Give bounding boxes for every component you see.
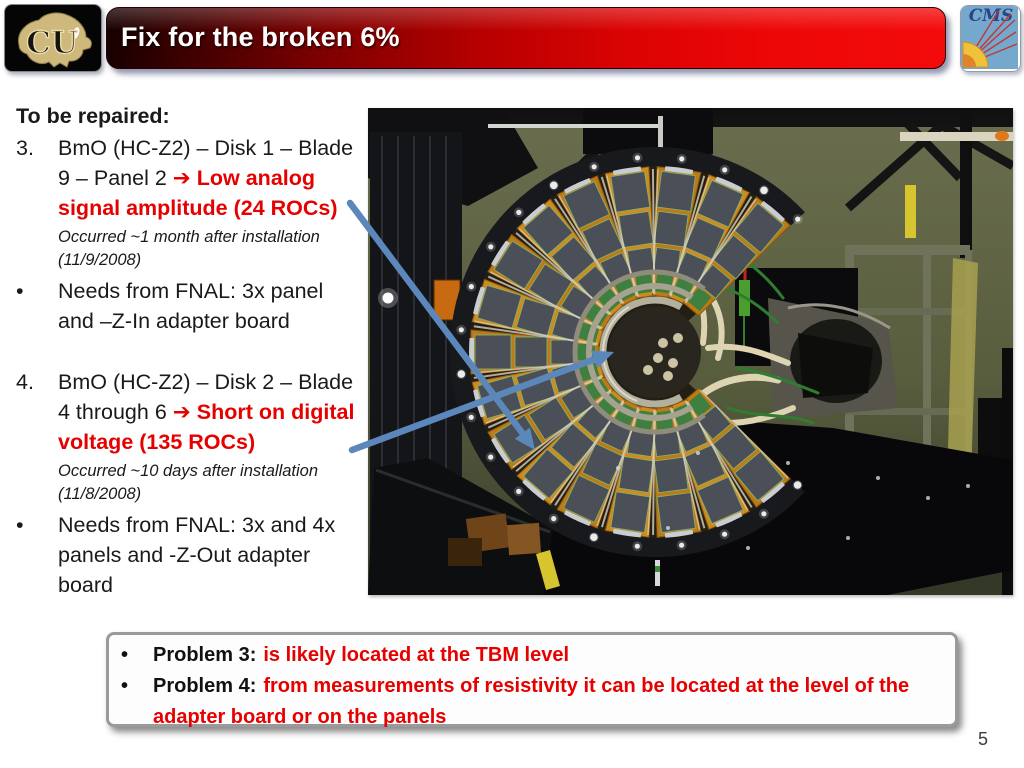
repair-list: To be repaired: 3. BmO (HC-Z2) – Disk 1 …	[16, 101, 364, 600]
bullet-glyph: •	[121, 675, 129, 697]
detector-photo-illustration	[368, 108, 1013, 595]
summary-box: • Problem 3: is likely located at the TBM…	[106, 632, 958, 728]
item-4-note: Occurred ~10 days after installation (11…	[58, 462, 319, 503]
item-3-arrow-glyph: ➔	[172, 166, 197, 190]
slide-title-bar: Fix for the broken 6%	[106, 7, 946, 69]
bullet-glyph: •	[16, 279, 24, 303]
item-3-text: BmO (HC-Z2) – Disk 1 – Blade 9 – Panel 2…	[58, 133, 360, 223]
list-heading: To be repaired:	[16, 104, 170, 128]
item-4-number: 4.	[16, 370, 34, 394]
detector-photo	[368, 108, 1013, 595]
problem-3-label: Problem 3:	[153, 644, 257, 666]
bullet-glyph: •	[121, 644, 129, 666]
list-item-3: 3. BmO (HC-Z2) – Disk 1 – Blade 9 – Pane…	[16, 133, 364, 223]
item-3-lead: BmO (HC-Z2) – Disk 1 – Blade 9 – Panel 2	[58, 136, 354, 190]
item-4-text: BmO (HC-Z2) – Disk 2 – Blade 4 through 6…	[58, 367, 360, 457]
problem-4-label: Problem 4:	[153, 675, 257, 697]
buffalo-icon: CU	[18, 12, 92, 68]
item-4-lead: BmO (HC-Z2) – Disk 2 – Blade 4 through 6	[58, 370, 354, 424]
item-4-arrow-glyph: ➔	[172, 400, 197, 424]
problem-4-text: from measurements of resistivity it can …	[153, 675, 910, 728]
slide-title: Fix for the broken 6%	[121, 22, 400, 52]
cms-logo: CMS	[960, 5, 1021, 72]
list-item-4: 4. BmO (HC-Z2) – Disk 2 – Blade 4 throug…	[16, 367, 364, 457]
cu-monogram: CU	[26, 25, 78, 61]
summary-text-3: Problem 3: is likely located at the TBM l…	[153, 640, 947, 671]
page-number: 5	[977, 729, 988, 749]
problem-3-text: is likely located at the TBM level	[263, 644, 570, 666]
item-4-needs-bullet: • Needs from FNAL: 3x and 4x panels and …	[16, 510, 364, 600]
item-3-needs-bullet: • Needs from FNAL: 3x panel and –Z-In ad…	[16, 276, 364, 336]
summary-row-problem-3: • Problem 3: is likely located at the TBM…	[121, 640, 947, 671]
summary-row-problem-4: • Problem 4: from measurements of resisti…	[121, 671, 947, 733]
cu-buffalo-logo: CU	[4, 4, 102, 72]
cms-logo-icon: CMS	[961, 6, 1018, 69]
item-3-highlight: Low analog signal amplitude (24 ROCs)	[58, 166, 338, 220]
item-3-number: 3.	[16, 136, 34, 160]
item-3-note: Occurred ~1 month after installation (11…	[58, 228, 320, 269]
item-4-needs: Needs from FNAL: 3x and 4x panels and -Z…	[58, 513, 336, 597]
summary-text-4: Problem 4: from measurements of resistivi…	[153, 671, 947, 733]
cms-logo-text: CMS	[969, 6, 1014, 26]
item-3-needs: Needs from FNAL: 3x panel and –Z-In adap…	[58, 279, 324, 333]
bullet-glyph: •	[16, 513, 24, 537]
item-4-highlight: Short on digital voltage (135 ROCs)	[58, 400, 355, 454]
